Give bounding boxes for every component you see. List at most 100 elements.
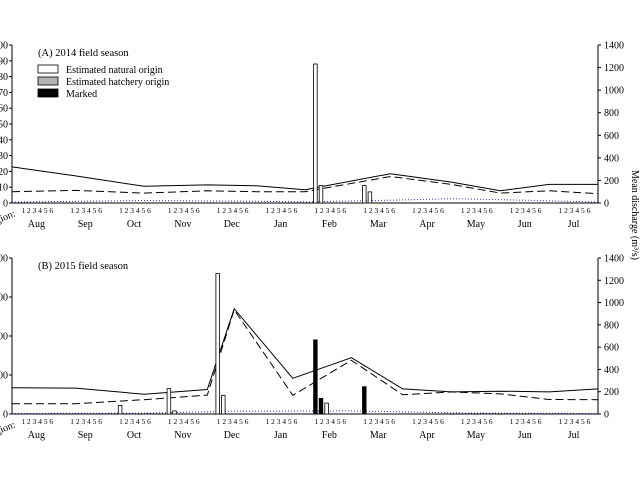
region-tick-label: 3 [423,417,427,426]
region-tick-label: 1 [168,206,172,215]
region-tick-label: 3 [472,206,476,215]
y2-tick-label: 800 [604,108,619,119]
region-tick-label: 6 [538,417,542,426]
region-tick-label: 5 [190,206,194,215]
bar-marked [313,339,318,415]
region-tick-label: 3 [423,206,427,215]
month-label: Jun [518,430,532,441]
region-tick-label: 5 [483,417,487,426]
region-tick-label: 4 [87,206,91,215]
month-label: Nov [174,430,191,441]
region-tick-label: 1 [314,417,318,426]
month-label: Aug [28,430,45,441]
region-tick-label: 1 [412,417,416,426]
y-tick-label: 10 [0,183,8,194]
region-tick-label: 6 [391,206,395,215]
region-tick-label: 1 [119,206,123,215]
region-tick-label: 6 [587,417,591,426]
region-tick-label: 2 [174,417,178,426]
y2-tick-label: 1000 [604,86,624,97]
region-tick-label: 1 [363,417,367,426]
bar-natural [324,402,329,415]
region-tick-label: 6 [342,417,346,426]
region-tick-label: 2 [222,206,226,215]
legend-swatch-marked [37,88,59,98]
month-label: Dec [224,219,241,230]
region-tick-label: 5 [141,206,145,215]
region-tick-label: 2 [271,417,275,426]
legend-swatch-hatchery [37,76,59,86]
y2-tick-label: 200 [604,387,619,398]
month-label: Nov [174,219,191,230]
panel-title: (A) 2014 field season [38,48,129,59]
month-label: Jan [274,219,287,230]
region-tick-label: 3 [521,417,525,426]
region-tick-label: 3 [81,206,85,215]
y-tick-label: 400 [0,254,8,265]
region-tick-label: 5 [239,206,243,215]
region-tick-label: 5 [93,206,97,215]
region-tick-label: 4 [380,417,384,426]
region-tick-label: 6 [440,417,444,426]
region-tick-label: 5 [532,417,536,426]
y-tick-label: 50 [0,120,8,131]
legend-label-marked: Marked [66,89,97,100]
panel-b: 0 100 200 300 400 0 200 400 600 800 1000 1200 1400 (B… [0,254,624,442]
y-tick-label: 90 [0,56,8,67]
region-tick-label: 1 [510,206,514,215]
region-tick-label: 5 [386,206,390,215]
region-tick-label: 3 [472,417,476,426]
y2-tick-label: 0 [604,199,609,210]
region-tick-label: 5 [337,206,341,215]
discharge-line-solid [11,307,599,395]
region-tick-label: 4 [234,417,238,426]
discharge-line-dotted [11,198,599,203]
region-tick-label: 2 [27,417,31,426]
region-tick-label: 3 [570,206,574,215]
region-tick-label: 2 [467,206,471,215]
region-tick-label: 5 [386,417,390,426]
bar-natural [362,185,367,204]
region-tick-label: 4 [527,417,531,426]
region-tick-label: 4 [185,417,189,426]
region-tick-label: 3 [521,206,525,215]
region-tick-label: 1 [21,417,25,426]
month-label: Sep [78,219,93,230]
region-tick-label: 2 [515,206,519,215]
region-tick-label: 3 [277,417,281,426]
y2-tick-label: 600 [604,131,619,142]
region-tick-label: 2 [369,417,373,426]
region-tick-label: 5 [93,417,97,426]
region-tick-label: 2 [515,417,519,426]
discharge-line-dashed [11,175,599,195]
region-tick-label: 3 [179,206,183,215]
region-tick-label: 5 [434,417,438,426]
region-tick-label: 4 [429,417,433,426]
month-label: Feb [322,430,337,441]
region-tick-label: 4 [136,206,140,215]
bar-natural [215,273,220,415]
region-tick-label: 4 [38,417,42,426]
region-tick-label: 3 [570,417,574,426]
region-tick-label: 3 [374,206,378,215]
month-label: May [467,219,485,230]
month-label: May [467,430,485,441]
region-tick-label: 3 [228,417,232,426]
bar-natural [117,404,123,415]
region-tick-label: 1 [266,417,270,426]
legend-label-hatchery: Estimated hatchery origin [66,77,169,88]
month-label: Mar [370,219,387,230]
y2-tick-label: 200 [604,176,619,187]
region-tick-label: 1 [266,206,270,215]
region-tick-label: 5 [288,206,292,215]
region-tick-label: 3 [228,206,232,215]
region-tick-label: 5 [288,417,292,426]
region-tick-label: 2 [418,206,422,215]
region-tick-label: 4 [38,206,42,215]
region-tick-label: 1 [412,206,416,215]
region-tick-label: 5 [44,417,48,426]
region-tick-label: 4 [527,206,531,215]
month-label: Jul [568,430,580,441]
y2-tick-label: 400 [604,153,619,164]
